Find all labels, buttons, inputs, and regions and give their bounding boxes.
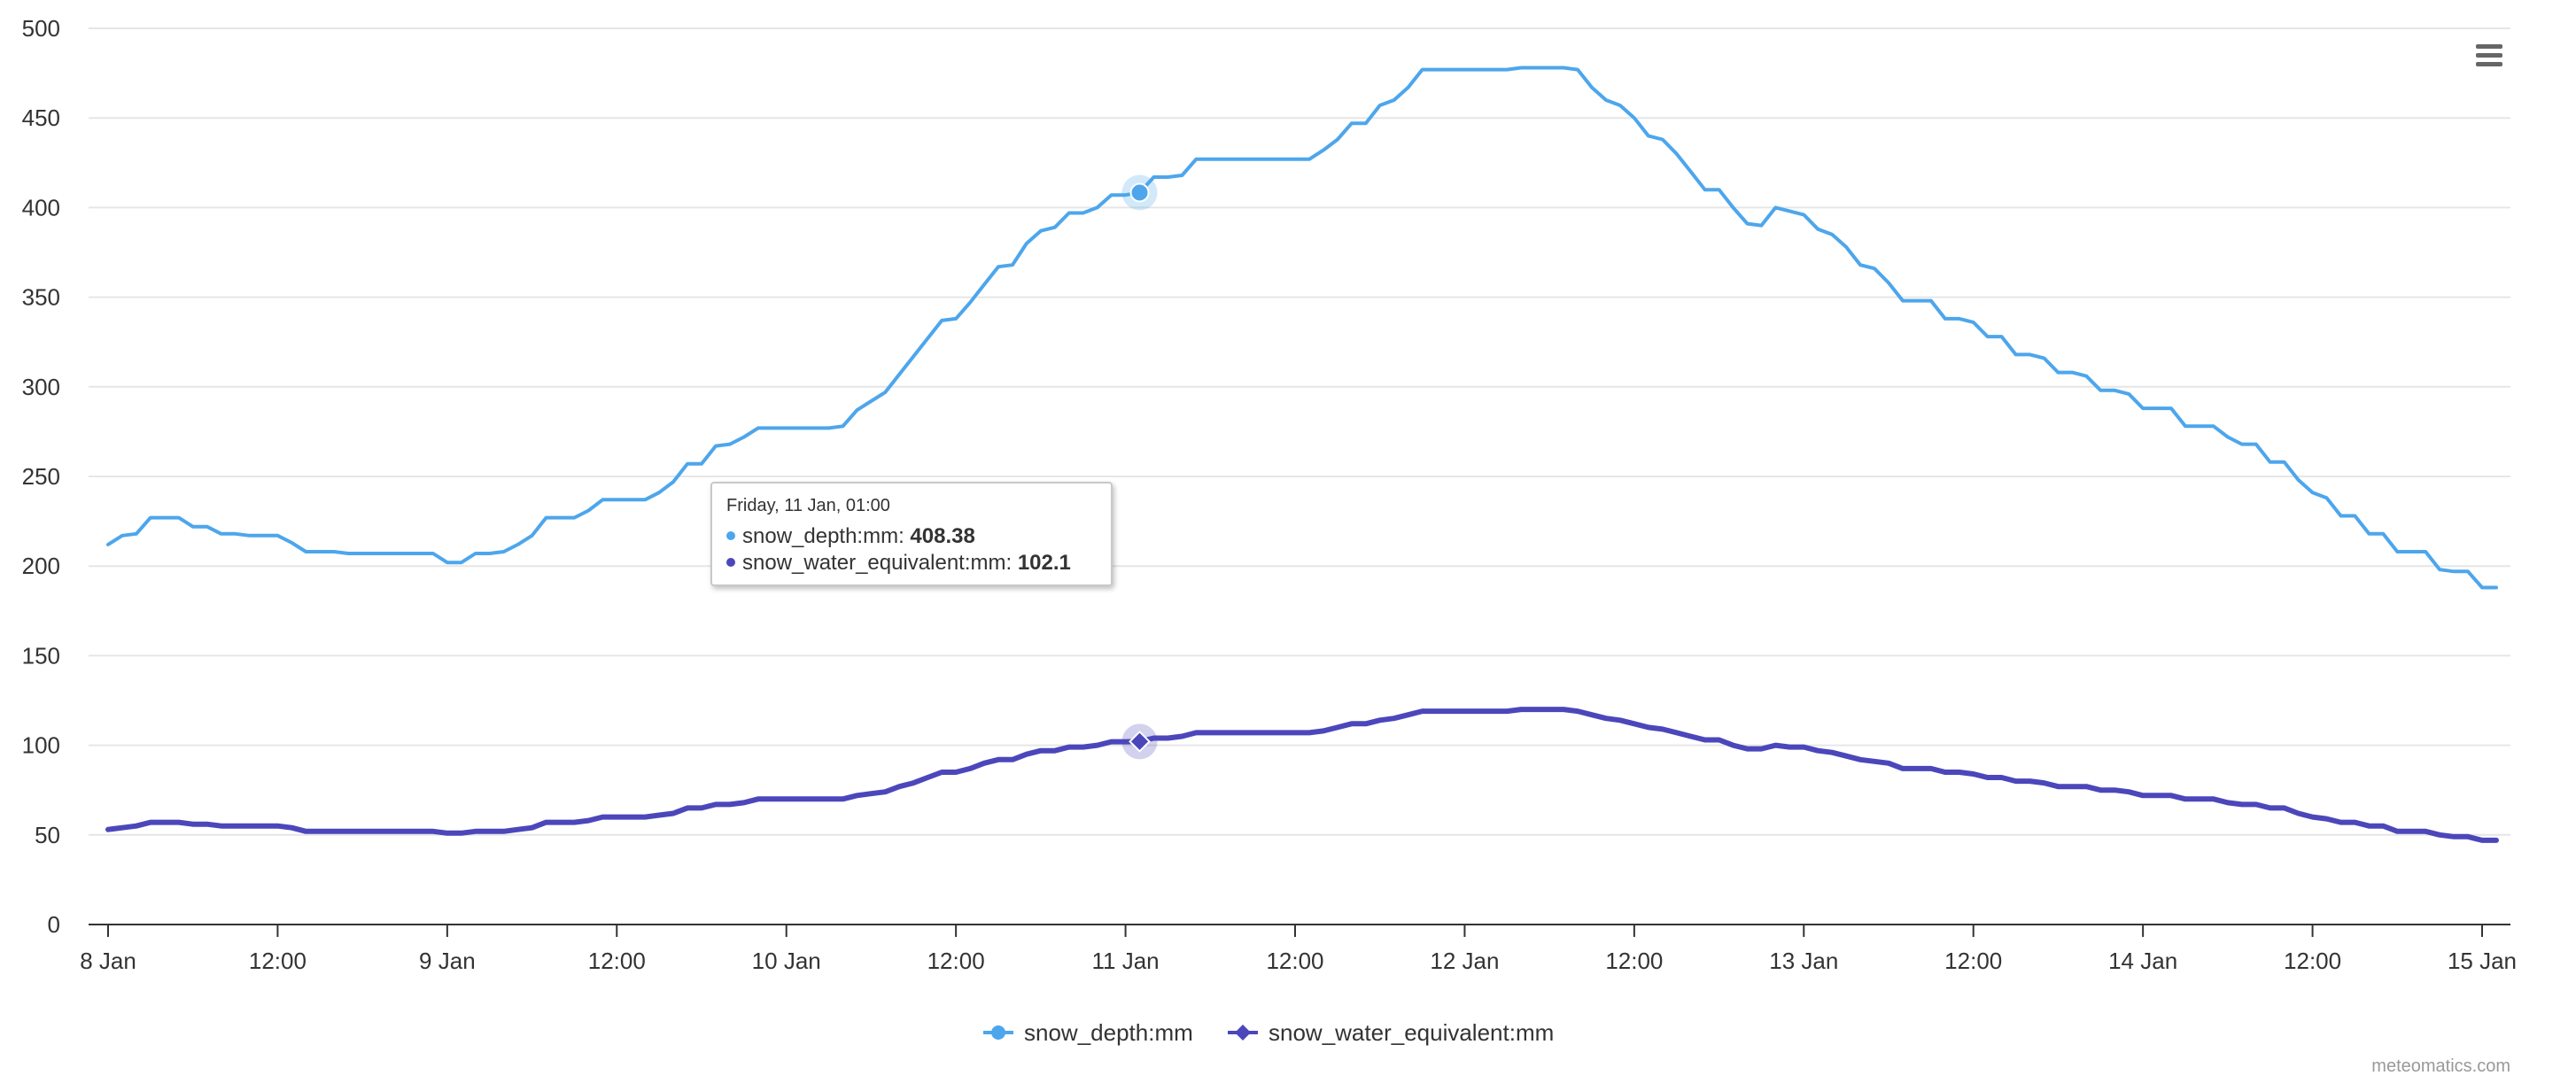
- x-tick-label: 12:00: [1944, 948, 2002, 974]
- x-tick-label: 14 Jan: [2108, 948, 2177, 974]
- x-tick-label: 10 Jan: [752, 948, 821, 974]
- y-tick-label: 300: [22, 374, 60, 400]
- x-tick-label: 12:00: [2284, 948, 2341, 974]
- x-tick-label: 8 Jan: [80, 948, 136, 974]
- tooltip-header: Friday, 11 Jan, 01:00: [726, 496, 890, 515]
- series-lines: [105, 66, 2499, 843]
- legend-label-swe: snow_water_equivalent:mm: [1269, 1019, 1554, 1046]
- tooltip-row-label: snow_depth:mm:: [742, 524, 911, 548]
- y-tick-label: 50: [35, 822, 60, 848]
- y-tick-label: 250: [22, 463, 60, 490]
- x-tick-label: 12:00: [927, 948, 985, 974]
- x-tick-label: 12 Jan: [1430, 948, 1499, 974]
- legend-diamond-marker-icon: [1235, 1025, 1251, 1041]
- y-tick-label: 150: [22, 642, 60, 669]
- tooltip-row-value: 408.38: [910, 524, 975, 548]
- tooltip-row-snow-depth: snow_depth:mm: 408.38: [726, 523, 1097, 550]
- x-tick-label: 12:00: [249, 948, 306, 974]
- tooltip-row-value: 102.1: [1017, 551, 1071, 575]
- y-tick-label: 400: [22, 194, 60, 221]
- series-dot-icon: [726, 557, 735, 567]
- x-tick-label: 9 Jan: [419, 948, 476, 974]
- x-tick-label: 11 Jan: [1092, 948, 1160, 974]
- legend: snow_depth:mm snow_water_equivalent:mm: [983, 1019, 1554, 1046]
- legend-label-snow-depth: snow_depth:mm: [1024, 1019, 1193, 1046]
- hover-point-swe[interactable]: [1129, 730, 1151, 753]
- tooltip-row-swe: snow_water_equivalent:mm: 102.1: [726, 550, 1097, 576]
- hamburger-menu-icon[interactable]: [2463, 35, 2510, 76]
- y-axis-labels: 0 50 100 150 200 250 300 350 400 450 500: [22, 15, 60, 938]
- x-tick-label: 12:00: [1266, 948, 1323, 974]
- hover-point-snow-depth[interactable]: [1129, 182, 1150, 203]
- y-tick-label: 500: [22, 15, 60, 42]
- series-line-snow-depth[interactable]: [106, 66, 2498, 590]
- y-tick-label: 350: [22, 284, 60, 311]
- x-tick-label: 13 Jan: [1769, 948, 1838, 974]
- legend-item-swe[interactable]: snow_water_equivalent:mm: [1228, 1019, 1554, 1046]
- y-tick-label: 200: [22, 553, 60, 579]
- hover-markers: [1121, 174, 1158, 760]
- x-tick-label: 12:00: [1605, 948, 1663, 974]
- legend-item-snow-depth[interactable]: snow_depth:mm: [983, 1019, 1193, 1046]
- tooltip: Friday, 11 Jan, 01:00 snow_depth:mm: 408…: [710, 482, 1113, 586]
- y-tick-label: 450: [22, 104, 60, 131]
- credits-link[interactable]: meteomatics.com: [2371, 1056, 2510, 1076]
- x-axis-labels: 8 Jan 12:00 9 Jan 12:00 10 Jan 12:00 11 Jan 12:…: [80, 948, 2517, 974]
- menu-bar: [2476, 44, 2502, 49]
- menu-bar: [2476, 62, 2502, 66]
- y-tick-label: 100: [22, 732, 60, 759]
- legend-circle-marker-icon: [991, 1025, 1005, 1040]
- x-tick-label: 12:00: [588, 948, 646, 974]
- series-line-swe[interactable]: [105, 707, 2499, 843]
- x-tick-label: 15 Jan: [2448, 948, 2517, 974]
- y-tick-label: 0: [48, 911, 60, 938]
- series-dot-icon: [726, 530, 735, 540]
- gridlines: [89, 27, 2510, 836]
- x-axis: [89, 924, 2510, 937]
- tooltip-row-label: snow_water_equivalent:mm:: [742, 551, 1018, 575]
- menu-bar: [2476, 53, 2502, 58]
